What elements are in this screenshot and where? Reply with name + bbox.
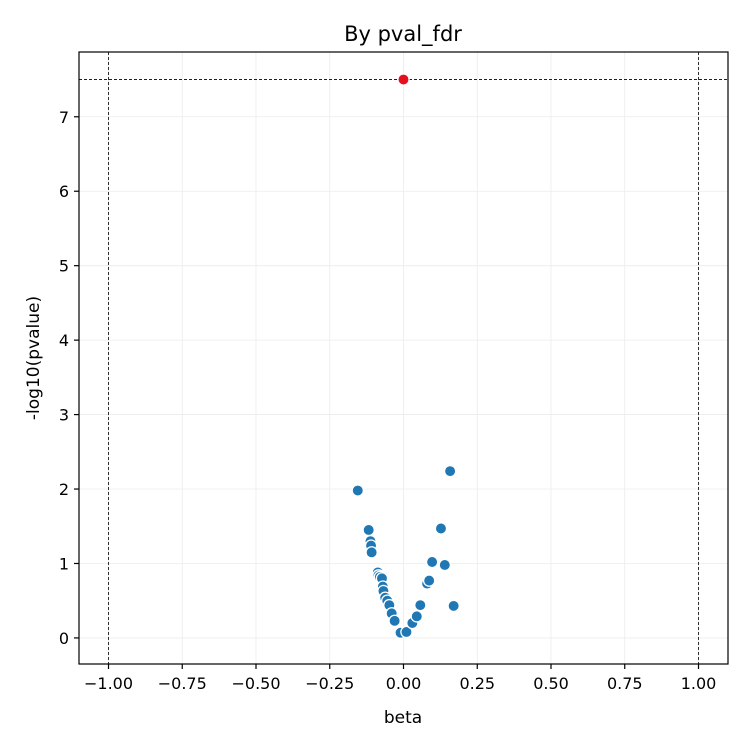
grid: [79, 52, 728, 664]
data-point: [351, 484, 365, 497]
data-point: [414, 598, 427, 612]
data-point: [422, 574, 436, 587]
data-point: [388, 614, 401, 628]
data-point: [447, 599, 460, 613]
x-tick-label: −1.00: [84, 674, 133, 693]
x-tick-label: −0.50: [231, 674, 280, 693]
data-point: [438, 558, 452, 572]
x-axis: −1.00 −0.75 −0.50 −0.25 0.00 0.25 0.50 0.75 1.00: [84, 664, 716, 693]
x-tick-label: −0.25: [305, 674, 354, 693]
x-tick-label: 0.75: [607, 674, 643, 693]
y-tick-label: 1: [59, 554, 69, 573]
y-tick-label: 7: [59, 108, 69, 127]
data-point: [434, 522, 448, 535]
y-axis-label: -log10(pvalue): [24, 296, 44, 420]
x-tick-label: 1.00: [681, 674, 717, 693]
y-axis: 0 1 2 3 4 5 6 7: [59, 108, 79, 648]
x-tick-label: 0.25: [459, 674, 495, 693]
y-tick-label: 3: [59, 406, 69, 425]
x-tick-label: −0.75: [158, 674, 207, 693]
y-tick-label: 6: [59, 182, 69, 201]
data-point: [425, 555, 439, 569]
data-point: [362, 523, 375, 537]
x-tick-label: 0.50: [533, 674, 569, 693]
x-axis-label: beta: [384, 708, 422, 728]
data-point: [400, 625, 413, 639]
y-tick-label: 5: [59, 257, 69, 276]
y-tick-label: 0: [59, 629, 69, 648]
data-point: [443, 464, 457, 478]
data-points: [351, 73, 460, 639]
data-point: [410, 610, 424, 623]
chart-title: By pval_fdr: [344, 22, 462, 47]
y-tick-label: 4: [59, 331, 69, 350]
x-tick-label: 0.00: [386, 674, 422, 693]
data-point: [365, 546, 378, 559]
y-tick-label: 2: [59, 480, 69, 499]
threshold-lines: [79, 52, 728, 664]
data-point: [397, 73, 410, 86]
